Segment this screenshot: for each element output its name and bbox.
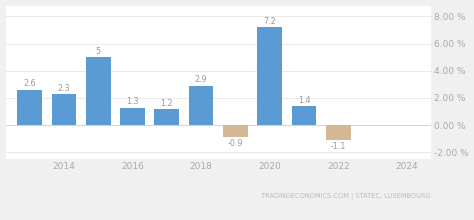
Bar [86,57,110,125]
Bar [155,109,179,125]
Text: TRADINGECONOMICS.COM | STATEC, LUXEMBOURG: TRADINGECONOMICS.COM | STATEC, LUXEMBOUR… [261,193,431,200]
Bar [257,27,282,125]
Bar [292,106,316,125]
Bar [223,125,248,138]
Text: 7.2: 7.2 [264,17,276,26]
Text: 2.3: 2.3 [57,84,70,93]
Bar [189,86,213,125]
Bar [326,125,351,140]
Bar [17,90,42,125]
Text: 1.3: 1.3 [126,97,139,106]
Text: -0.9: -0.9 [228,139,243,148]
Text: 5: 5 [96,47,101,56]
Text: 1.4: 1.4 [298,96,310,105]
Bar [120,108,145,125]
Text: 1.2: 1.2 [161,99,173,108]
Text: 2.9: 2.9 [195,75,208,84]
Text: 2.6: 2.6 [23,79,36,88]
Text: -1.1: -1.1 [330,142,346,151]
Bar [52,94,76,125]
